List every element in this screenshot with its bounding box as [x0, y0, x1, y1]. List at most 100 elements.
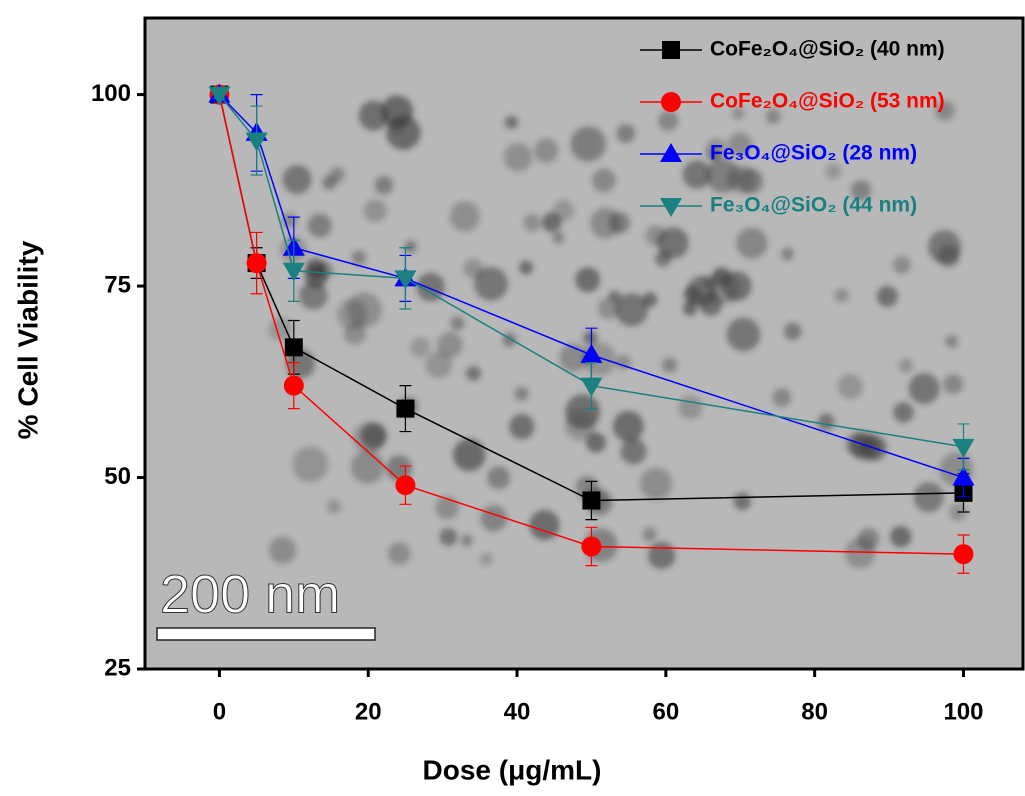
particle: [733, 492, 751, 511]
marker: [952, 466, 975, 486]
particle: [564, 410, 596, 441]
marker: [394, 270, 417, 290]
particle: [612, 410, 644, 442]
particle: [387, 542, 411, 565]
series-line: [218, 94, 964, 479]
y-tick-label: 25: [104, 654, 131, 681]
particle: [908, 373, 940, 405]
particle: [351, 250, 367, 265]
y-axis-label: % Cell Viability: [12, 240, 43, 439]
marker: [208, 86, 231, 106]
particle: [508, 413, 535, 440]
marker: [660, 143, 682, 162]
particle: [857, 528, 880, 551]
particle: [410, 337, 430, 358]
particle: [736, 227, 768, 259]
marker: [581, 536, 602, 557]
particle: [590, 207, 621, 239]
particle: [425, 351, 453, 378]
particle: [913, 482, 944, 513]
particle: [892, 256, 911, 274]
particle: [781, 247, 794, 261]
particle: [614, 293, 649, 327]
particle: [927, 230, 962, 264]
particle: [597, 297, 619, 319]
marker: [660, 198, 682, 217]
particle: [435, 496, 459, 520]
scale-label: 200 nm: [160, 564, 340, 624]
particle: [327, 499, 342, 514]
particle: [570, 126, 606, 162]
particle: [474, 266, 508, 301]
particle: [837, 373, 863, 399]
x-axis-label: Dose (μg/mL): [423, 754, 602, 785]
y-tick-label: 75: [104, 271, 131, 298]
x-tick-label: 40: [504, 698, 531, 725]
particle: [299, 281, 328, 310]
particle: [358, 100, 389, 131]
particle: [282, 165, 312, 194]
particle: [504, 115, 519, 130]
particle: [850, 431, 879, 461]
particle: [480, 505, 507, 532]
particle: [765, 109, 781, 125]
micrograph-particles: [268, 95, 974, 570]
particle: [360, 422, 387, 449]
marker: [282, 262, 305, 282]
particle: [452, 438, 486, 472]
particle: [380, 95, 414, 128]
particle: [726, 317, 761, 352]
marker: [580, 343, 603, 363]
marker: [952, 438, 975, 458]
marker: [662, 41, 680, 59]
legend-label: Fe₃O₄@SiO₂ (28 nm): [710, 142, 917, 165]
particle: [305, 258, 326, 279]
particle: [851, 180, 872, 201]
y-tick-label: 100: [91, 80, 131, 107]
particle: [647, 541, 676, 570]
particle: [817, 413, 835, 431]
particle: [269, 536, 297, 564]
particle: [416, 272, 445, 302]
particle: [450, 316, 465, 331]
particle: [514, 386, 529, 401]
particle: [404, 240, 417, 254]
particle: [682, 160, 712, 189]
particle: [935, 101, 955, 121]
particle: [374, 176, 394, 195]
particle: [541, 212, 562, 233]
marker: [661, 92, 681, 112]
marker: [284, 338, 303, 357]
particle: [363, 199, 387, 223]
particle: [658, 110, 679, 131]
particle: [943, 374, 964, 395]
series-line: [218, 94, 964, 555]
particle: [662, 357, 677, 373]
x-tick-label: 60: [652, 698, 679, 725]
particle: [825, 163, 842, 180]
legend-label: CoFe₂O₄@SiO₂ (53 nm): [710, 90, 945, 113]
particle: [529, 510, 560, 541]
marker: [246, 253, 267, 274]
plot-frame: [143, 16, 1025, 671]
particle: [772, 388, 792, 407]
particle: [893, 402, 914, 423]
y-tick-label: 50: [104, 463, 131, 490]
particle: [642, 527, 657, 542]
particle: [322, 175, 337, 190]
particle: [337, 298, 368, 330]
marker: [582, 491, 601, 510]
particle: [592, 168, 616, 193]
particle: [292, 446, 329, 483]
marker: [396, 399, 415, 418]
particle: [876, 285, 898, 307]
particle: [706, 147, 721, 162]
particle: [728, 132, 753, 157]
particle: [731, 107, 745, 120]
particle: [552, 231, 565, 244]
particle: [898, 358, 913, 373]
particle: [583, 330, 598, 345]
particle: [707, 272, 740, 305]
particle: [519, 260, 534, 275]
